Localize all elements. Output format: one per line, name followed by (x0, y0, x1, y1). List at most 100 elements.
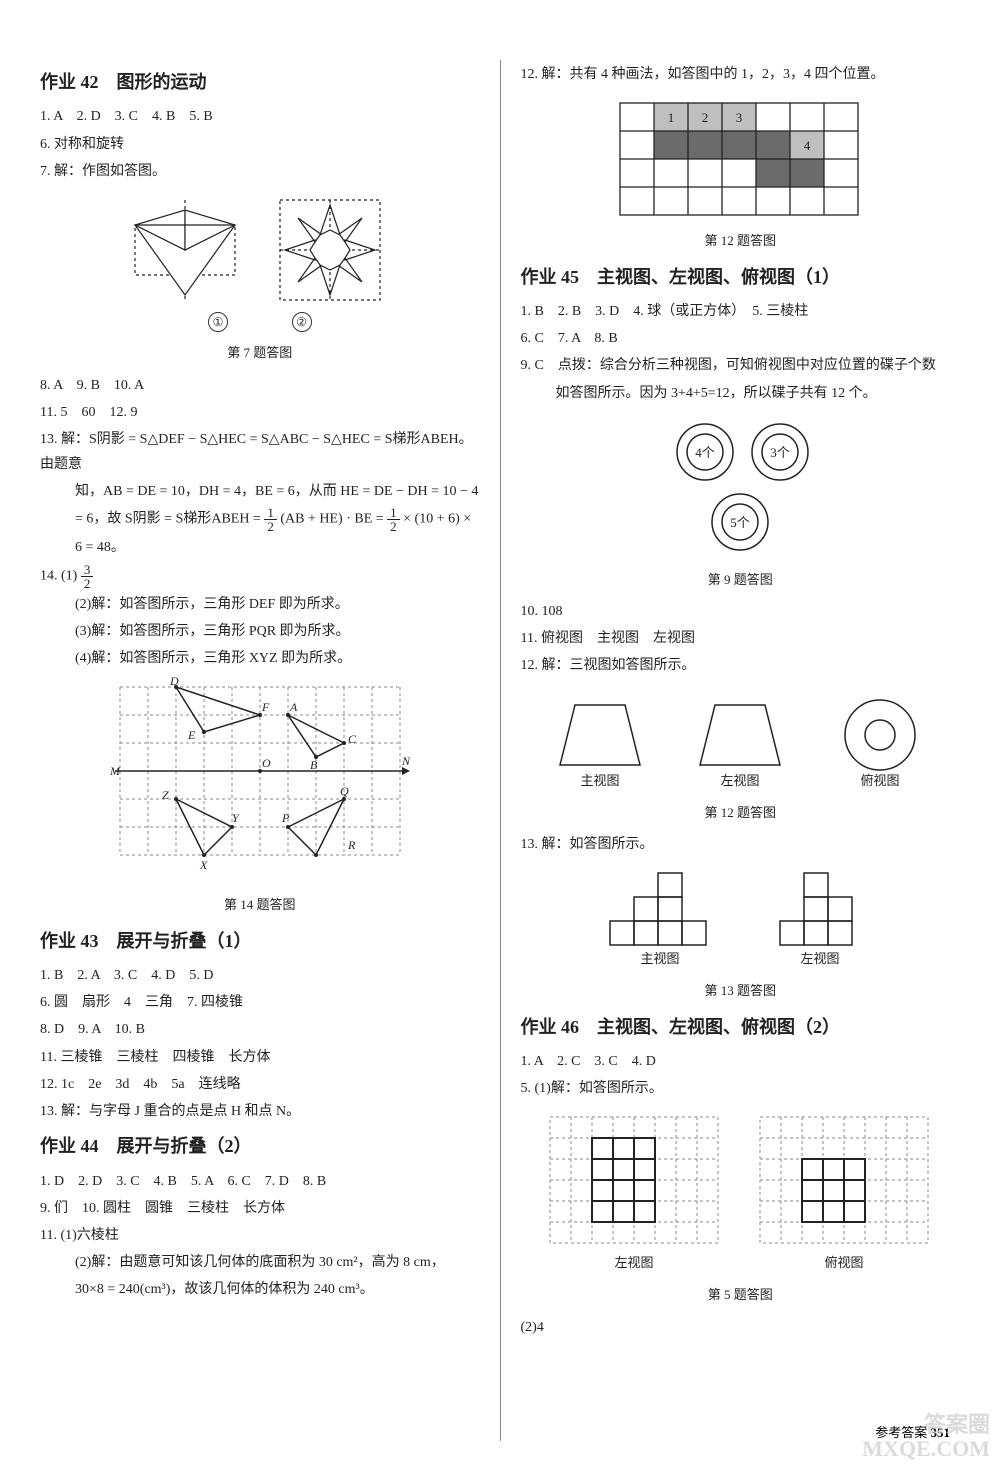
s45-line: 6. C 7. A 8. B (521, 326, 961, 351)
fig9-svg: 4个 3个 5个 (650, 412, 830, 562)
s42-line: 1. A 2. D 3. C 4. B 5. B (40, 104, 480, 129)
fraction-half: 12 (264, 506, 277, 533)
svg-text:3: 3 (736, 110, 743, 125)
svg-text:4: 4 (804, 138, 811, 153)
fig14-caption: 第 14 题答图 (40, 893, 480, 916)
svg-text:3个: 3个 (770, 445, 790, 460)
svg-text:1: 1 (668, 110, 675, 125)
s42-line: 7. 解：作图如答图。 (40, 159, 480, 184)
svg-text:Z: Z (162, 788, 169, 802)
watermark: 答案圈 MXQE.COM (862, 1413, 990, 1461)
fig14: M N O D E F A B C Z Y X P Q R (40, 677, 480, 887)
s44-line: 9. 们 10. 圆柱 圆锥 三棱柱 长方体 (40, 1196, 480, 1221)
s45-line: 13. 解：如答图所示。 (521, 832, 961, 857)
s42-line: 8. A 9. B 10. A (40, 373, 480, 398)
s42-line: 知，AB = DE = 10，DH = 4，BE = 6，从而 HE = DE … (40, 479, 480, 504)
svg-text:P: P (281, 811, 290, 825)
s43-line: 11. 三棱锥 三棱柱 四棱锥 长方体 (40, 1045, 480, 1070)
watermark-line: 答案圈 (862, 1413, 990, 1437)
text: × (10 + 6) × (403, 512, 471, 527)
svg-text:R: R (347, 838, 356, 852)
section-42-title: 作业 42 图形的运动 (40, 66, 480, 98)
s42-line: 13. 解：S阴影 = S△DEF − S△HEC = S△ABC − S△HE… (40, 427, 480, 477)
svg-text:主视图: 主视图 (581, 773, 620, 788)
circle-2: ② (292, 312, 312, 332)
svg-text:Y: Y (232, 811, 240, 825)
fig5-svg: 左视图 俯视图 (530, 1107, 950, 1277)
svg-text:主视图: 主视图 (641, 951, 680, 966)
fig7-circles: ① ② (40, 310, 480, 335)
fig14-svg: M N O D E F A B C Z Y X P Q R (110, 677, 410, 887)
svg-text:A: A (289, 700, 298, 714)
circle-1: ① (208, 312, 228, 332)
text: 14. (1) (40, 568, 81, 583)
fig13-svg: 主视图 左视图 (570, 863, 910, 973)
page: 作业 42 图形的运动 1. A 2. D 3. C 4. B 5. B 6. … (0, 0, 1000, 1471)
left-column: 作业 42 图形的运动 1. A 2. D 3. C 4. B 5. B 6. … (40, 60, 480, 1441)
text: = 6，故 S阴影 = S梯形ABEH = (75, 512, 264, 527)
s42-line: 6 = 48。 (40, 535, 480, 560)
s45-line: 10. 108 (521, 599, 961, 624)
section-45-title: 作业 45 主视图、左视图、俯视图（1） (521, 261, 961, 293)
column-layout: 作业 42 图形的运动 1. A 2. D 3. C 4. B 5. B 6. … (40, 60, 960, 1441)
s45-line: 11. 俯视图 主视图 左视图 (521, 626, 961, 651)
q12-text: 12. 解：共有 4 种画法，如答图中的 1，2，3，4 四个位置。 (521, 62, 961, 87)
s46-line: 5. (1)解：如答图所示。 (521, 1076, 961, 1101)
section-43-title: 作业 43 展开与折叠（1） (40, 925, 480, 957)
fig7-caption: 第 7 题答图 (40, 341, 480, 364)
s43-line: 12. 1c 2e 3d 4b 5a 连线略 (40, 1072, 480, 1097)
section-44-title: 作业 44 展开与折叠（2） (40, 1130, 480, 1162)
s45-line: 12. 解：三视图如答图所示。 (521, 653, 961, 678)
svg-text:2: 2 (702, 110, 709, 125)
s45-line: 1. B 2. B 3. D 4. 球（或正方体） 5. 三棱柱 (521, 299, 961, 324)
fig9-caption: 第 9 题答图 (521, 568, 961, 591)
svg-text:B: B (310, 758, 318, 772)
s44-line: 30×8 = 240(cm³)，故该几何体的体积为 240 cm³。 (40, 1277, 480, 1302)
svg-text:5个: 5个 (730, 515, 750, 530)
s43-line: 8. D 9. A 10. B (40, 1017, 480, 1042)
svg-text:俯视图: 俯视图 (861, 773, 900, 788)
q12-svg: 1 2 3 4 (600, 93, 880, 223)
s42-line: 11. 5 60 12. 9 (40, 400, 480, 425)
fig12-caption: 第 12 题答图 (521, 801, 961, 824)
s43-line: 6. 圆 扇形 4 三角 7. 四棱锥 (40, 990, 480, 1015)
section-46-title: 作业 46 主视图、左视图、俯视图（2） (521, 1011, 961, 1043)
svg-text:E: E (187, 728, 196, 742)
s42-line: (3)解：如答图所示，三角形 PQR 即为所求。 (40, 619, 480, 644)
fraction-3-2: 32 (81, 563, 94, 590)
s46-line: (2)4 (521, 1315, 961, 1340)
s44-line: 11. (1)六棱柱 (40, 1223, 480, 1248)
s42-line: (2)解：如答图所示，三角形 DEF 即为所求。 (40, 592, 480, 617)
s42-line: 14. (1) 32 (40, 563, 480, 590)
s44-line: 1. D 2. D 3. C 4. B 5. A 6. C 7. D 8. B (40, 1169, 480, 1194)
svg-text:Q: Q (340, 784, 349, 798)
fraction-half: 12 (387, 506, 400, 533)
fig5: 左视图 俯视图 (521, 1107, 961, 1277)
svg-text:左视图: 左视图 (801, 951, 840, 966)
svg-text:O: O (262, 756, 271, 770)
svg-text:C: C (348, 732, 357, 746)
text: (AB + HE) · BE = (280, 512, 387, 527)
svg-text:左视图: 左视图 (615, 1255, 654, 1270)
s45-line: 9. C 点拨：综合分析三种视图，可知俯视图中对应位置的碟子个数 (521, 353, 961, 378)
fig12: 主视图 左视图 俯视图 (521, 685, 961, 795)
q12-caption: 第 12 题答图 (521, 229, 961, 252)
s42-line: 6. 对称和旋转 (40, 132, 480, 157)
right-column: 12. 解：共有 4 种画法，如答图中的 1，2，3，4 四个位置。 (521, 60, 961, 1441)
svg-text:D: D (169, 677, 179, 688)
s43-line: 13. 解：与字母 J 重合的点是点 H 和点 N。 (40, 1099, 480, 1124)
s43-line: 1. B 2. A 3. C 4. D 5. D (40, 963, 480, 988)
column-divider (500, 60, 501, 1441)
svg-text:X: X (199, 858, 208, 872)
fig13: 主视图 左视图 (521, 863, 961, 973)
svg-text:M: M (110, 764, 121, 778)
watermark-line: MXQE.COM (862, 1437, 990, 1461)
q12-grid: 1 2 3 4 (521, 93, 961, 223)
s46-line: 1. A 2. C 3. C 4. D (521, 1049, 961, 1074)
svg-text:4个: 4个 (695, 445, 715, 460)
fig9: 4个 3个 5个 (521, 412, 961, 562)
fig5-caption: 第 5 题答图 (521, 1283, 961, 1306)
svg-text:俯视图: 俯视图 (825, 1255, 864, 1270)
s44-line: (2)解：由题意可知该几何体的底面积为 30 cm²，高为 8 cm， (40, 1250, 480, 1275)
s42-line: = 6，故 S阴影 = S梯形ABEH = 12 (AB + HE) · BE … (40, 506, 480, 533)
